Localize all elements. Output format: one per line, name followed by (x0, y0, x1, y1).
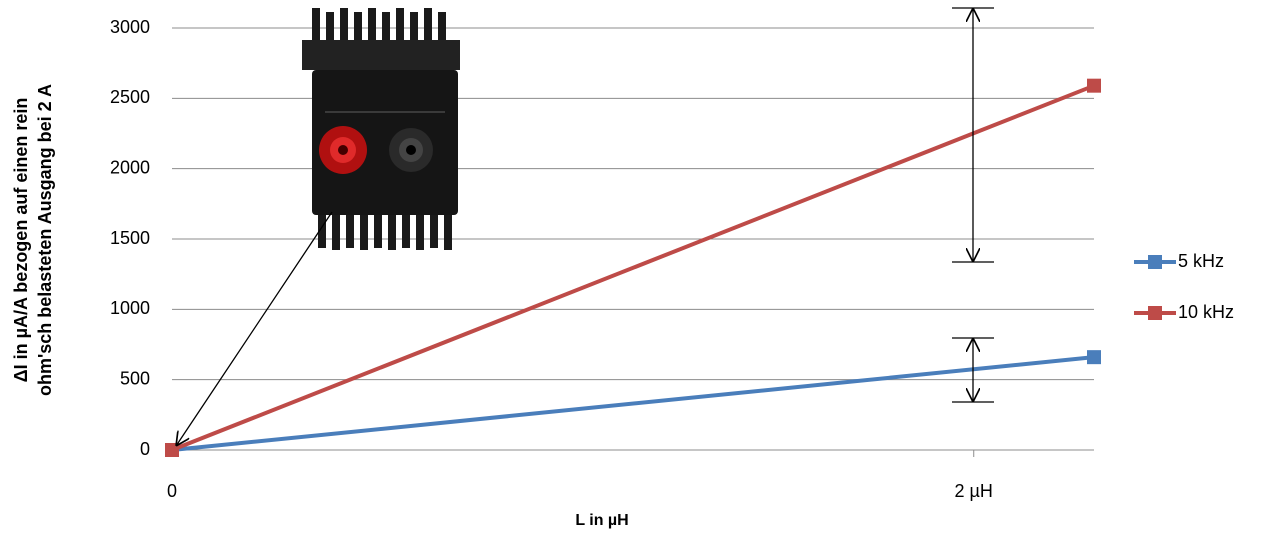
legend-marker (1148, 255, 1162, 269)
x-axis-label: L in µH (575, 512, 628, 529)
x-tick-label: 2 µH (955, 481, 993, 501)
y-tick-label: 1500 (110, 228, 150, 248)
y-axis-label: ΔI in µA/A bezogen auf einen rein (11, 98, 31, 383)
y-tick-label: 2500 (110, 87, 150, 107)
chart: 0 500 1000 1500 2000 2500 3000 0 2 µH (0, 0, 1269, 540)
annotation-arrow (176, 212, 332, 446)
series-line (172, 357, 1094, 450)
y-axis-label: ohm'sch belasteten Ausgang bei 2 A (35, 84, 55, 396)
y-tick-label: 3000 (110, 17, 150, 37)
data-point (1087, 79, 1101, 93)
plot-area: 0 500 1000 1500 2000 2500 3000 0 2 µH (110, 17, 1101, 501)
difference-arrows (952, 8, 994, 402)
x-tick-label: 0 (167, 481, 177, 501)
y-tick-label: 2000 (110, 157, 150, 177)
y-tick-label: 500 (120, 368, 150, 388)
y-tick-label: 1000 (110, 298, 150, 318)
legend-label: 10 kHz (1178, 302, 1234, 322)
y-tick-label: 0 (140, 439, 150, 459)
legend-marker (1148, 306, 1162, 320)
legend-label: 5 kHz (1178, 251, 1224, 271)
data-point (1087, 350, 1101, 364)
series-line (172, 86, 1094, 450)
shunt-photo (302, 8, 460, 250)
